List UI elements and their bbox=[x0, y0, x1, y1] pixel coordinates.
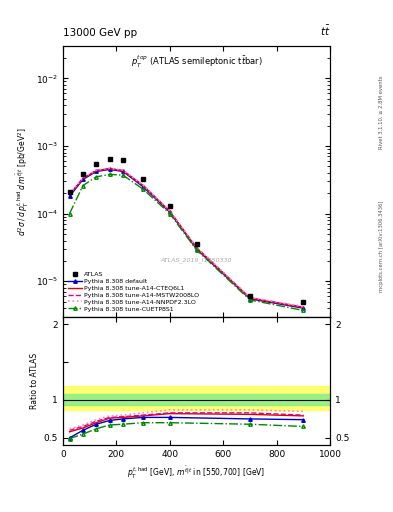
Text: ATLAS_2019_I1750330: ATLAS_2019_I1750330 bbox=[161, 257, 232, 263]
Text: Rivet 3.1.10, ≥ 2.8M events: Rivet 3.1.10, ≥ 2.8M events bbox=[379, 76, 384, 150]
Legend: ATLAS, Pythia 8.308 default, Pythia 8.308 tune-A14-CTEQ6L1, Pythia 8.308 tune-A1: ATLAS, Pythia 8.308 default, Pythia 8.30… bbox=[66, 270, 201, 313]
Text: 13000 GeV pp: 13000 GeV pp bbox=[63, 28, 137, 38]
Text: $t\bar{t}$: $t\bar{t}$ bbox=[320, 24, 330, 38]
Text: $p_T^{top}$ (ATLAS semileptonic t$\bar{t}$bar): $p_T^{top}$ (ATLAS semileptonic t$\bar{t… bbox=[130, 54, 263, 71]
Y-axis label: $d^2\sigma\,/\,d\,p_T^{t,\rm had}\,d\,m^{\bar{t}|t}$ [pb/GeV$^2$]: $d^2\sigma\,/\,d\,p_T^{t,\rm had}\,d\,m^… bbox=[15, 127, 31, 236]
X-axis label: $p_T^{t,\rm had}$ [GeV], $m^{\bar{t}|t}$ in [550,700] [GeV]: $p_T^{t,\rm had}$ [GeV], $m^{\bar{t}|t}$… bbox=[127, 465, 266, 481]
Y-axis label: Ratio to ATLAS: Ratio to ATLAS bbox=[31, 353, 39, 409]
Text: mcplots.cern.ch [arXiv:1306.3436]: mcplots.cern.ch [arXiv:1306.3436] bbox=[379, 200, 384, 291]
Bar bbox=[63, 387, 330, 410]
Bar bbox=[63, 394, 330, 406]
